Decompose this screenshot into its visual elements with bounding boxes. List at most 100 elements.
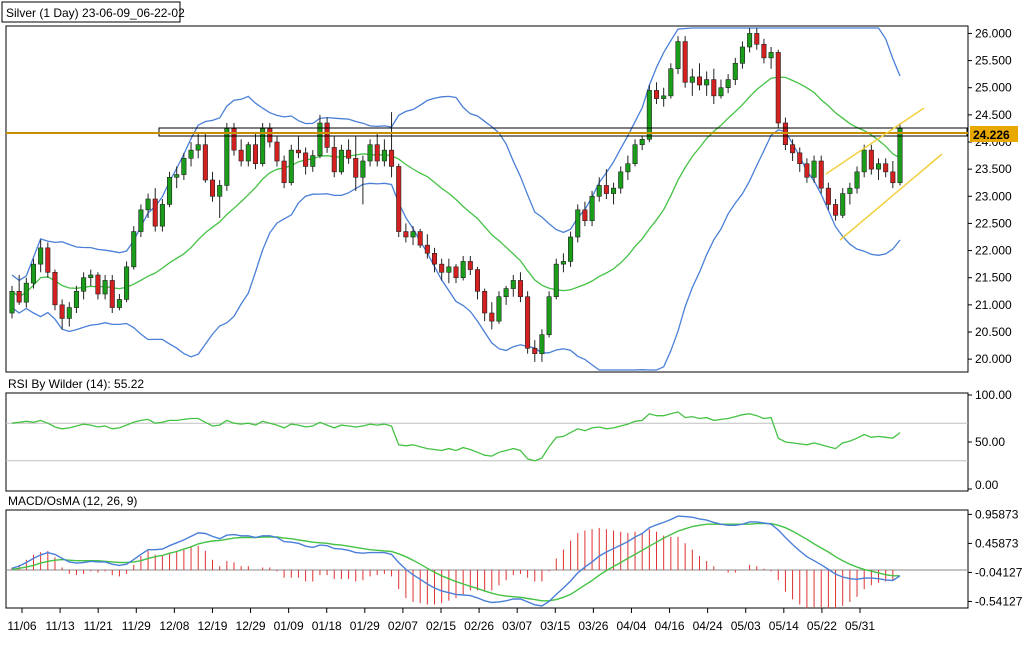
candle <box>560 253 566 273</box>
candle <box>88 269 94 286</box>
candle <box>653 82 660 104</box>
candle <box>503 285 509 305</box>
candle <box>102 275 108 300</box>
price-axis: 26.00025.50025.00024.50024.00023.50023.0… <box>968 26 1012 366</box>
x-tick-label: 05/14 <box>769 619 799 633</box>
candle <box>410 226 416 246</box>
candle <box>883 158 889 178</box>
candle <box>23 277 29 308</box>
candle <box>761 38 767 64</box>
rsi-line <box>6 411 968 462</box>
price-tick-label: 25.500 <box>975 54 1012 68</box>
x-tick-label: 02/07 <box>388 619 418 633</box>
candle <box>868 144 874 175</box>
candle <box>281 155 287 189</box>
candle <box>775 49 781 129</box>
candle <box>303 147 309 175</box>
x-tick-label: 03/15 <box>540 619 570 633</box>
macd-tick-label: 0.45873 <box>975 536 1019 550</box>
candle <box>546 291 552 338</box>
x-tick-label: 12/08 <box>159 619 189 633</box>
price-tick-label: 20.000 <box>975 352 1012 366</box>
candle <box>747 28 753 53</box>
candle <box>682 36 688 88</box>
price-tick-label: 23.000 <box>975 189 1012 203</box>
price-tick-label: 21.000 <box>975 298 1012 312</box>
candle <box>389 112 395 178</box>
candle <box>317 114 323 159</box>
candle <box>245 142 251 167</box>
candle <box>52 269 58 311</box>
x-tick-label: 11/21 <box>84 619 113 633</box>
candle <box>439 258 445 281</box>
candles <box>9 28 903 362</box>
candle <box>417 228 423 248</box>
candle <box>739 41 745 69</box>
x-tick-label: 04/24 <box>693 619 723 633</box>
candle <box>66 302 72 327</box>
candle <box>374 133 380 167</box>
x-tick-label: 02/26 <box>464 619 494 633</box>
channel-lower <box>839 153 943 241</box>
current-price-label: 24.226 <box>973 128 1010 142</box>
candle <box>81 272 87 300</box>
rsi-series <box>11 411 901 462</box>
candle <box>45 242 51 278</box>
macd-panel <box>5 509 969 609</box>
candle <box>30 258 37 289</box>
candle <box>804 158 810 183</box>
candle <box>360 155 366 205</box>
x-tick-label: 04/16 <box>655 619 685 633</box>
candle <box>517 272 523 303</box>
macd-tick-label: 0.95873 <box>975 507 1019 521</box>
candle <box>668 63 674 99</box>
candle <box>618 166 624 194</box>
candle <box>209 171 216 202</box>
annotations <box>6 107 968 241</box>
bb-lower <box>11 129 901 371</box>
macd-axis: 0.95873 0.45873 -0.04127 -0.54127 <box>968 507 1023 608</box>
candle <box>202 133 208 183</box>
candle <box>532 340 538 362</box>
candle <box>575 204 581 243</box>
x-tick-label: 01/09 <box>274 619 304 633</box>
x-tick-label: 03/07 <box>502 619 532 633</box>
candle <box>274 136 280 167</box>
candle <box>238 139 244 167</box>
candle <box>16 275 22 305</box>
price-tick-label: 24.500 <box>975 108 1012 122</box>
candle <box>811 155 817 183</box>
candle <box>288 144 294 186</box>
candle <box>474 266 481 300</box>
candle <box>539 329 545 362</box>
candle <box>790 139 796 161</box>
candle <box>725 74 731 94</box>
candle <box>603 169 609 199</box>
current-price-box <box>970 126 1018 142</box>
candle <box>890 161 896 189</box>
candle <box>9 285 15 319</box>
macd-tick-label: -0.04127 <box>975 565 1023 579</box>
x-tick-label: 11/06 <box>7 619 36 633</box>
rsi-panel <box>5 392 969 492</box>
x-tick-label: 12/19 <box>197 619 227 633</box>
rsi-tick-label: 50.00 <box>975 435 1005 449</box>
macd-tick-label: -0.54127 <box>975 594 1023 608</box>
candle <box>424 234 430 259</box>
candle <box>396 163 402 237</box>
candle <box>460 256 466 281</box>
candle <box>138 204 144 237</box>
candle <box>861 144 867 178</box>
price-tick-label: 21.500 <box>975 271 1012 285</box>
candle <box>854 166 860 194</box>
candle <box>346 139 352 164</box>
candle <box>167 171 173 208</box>
candle <box>181 152 187 180</box>
macd-series <box>11 515 901 607</box>
signal-series <box>11 522 900 602</box>
x-tick-label: 05/31 <box>845 619 875 633</box>
candle <box>188 142 194 167</box>
ma-line <box>11 76 901 298</box>
price-tick-label: 20.500 <box>975 325 1012 339</box>
title-box <box>1 1 181 23</box>
